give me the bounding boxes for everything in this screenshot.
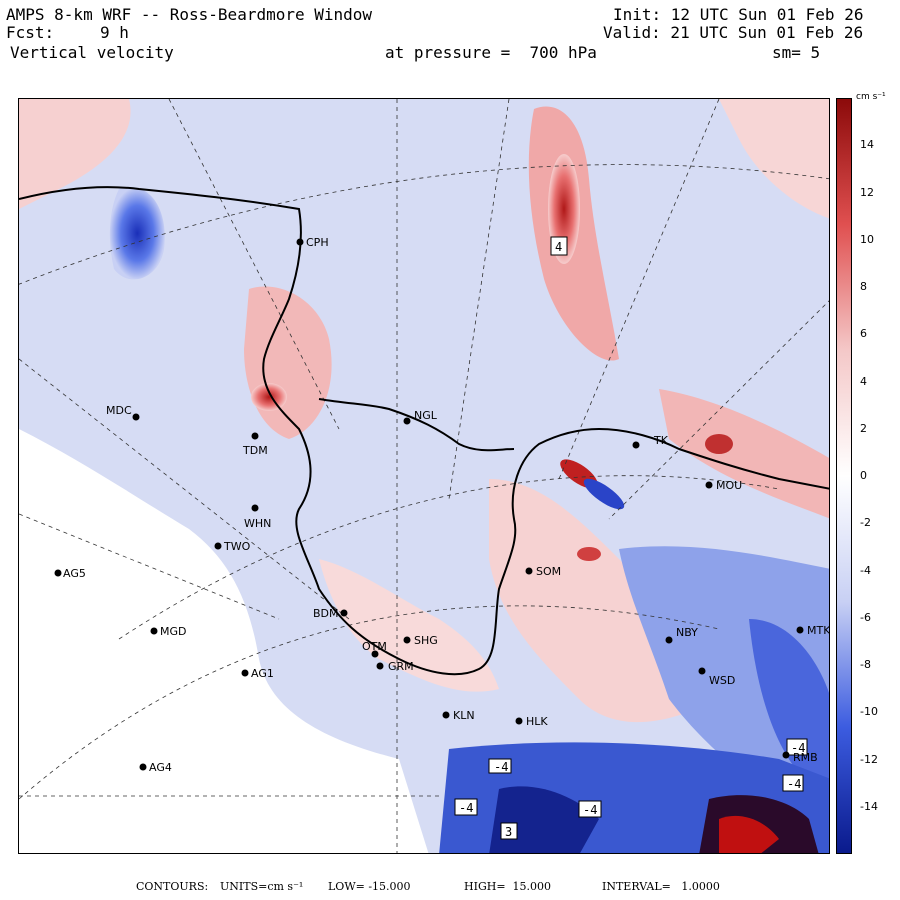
graticule [19, 99, 829, 853]
station-dots [54, 238, 804, 771]
negative-core [583, 478, 625, 510]
contour-label: -4 [787, 777, 801, 791]
init-time: Init: 12 UTC Sun 01 Feb 26 [613, 5, 864, 24]
colorbar-tick-label: -2 [860, 516, 871, 530]
station-label: TK [654, 434, 668, 447]
station-label: KLN [453, 709, 475, 722]
contour-label: -4 [583, 803, 597, 817]
map-canvas: 4 -4 -4 -4 -4 -4 3 [19, 99, 829, 853]
footer-low: LOW= -15.000 [328, 880, 411, 893]
colorbar-tick-label: -14 [860, 799, 878, 813]
station-label: AG4 [149, 761, 172, 774]
colorbar [836, 98, 852, 854]
station-label: RMB [793, 751, 818, 764]
footer-high: HIGH= 15.000 [464, 880, 552, 893]
station-label: WHN [244, 517, 272, 530]
contour-label: -4 [459, 801, 473, 815]
station-label: CPH [306, 236, 329, 249]
negative-core [109, 187, 165, 280]
map-title: AMPS 8-km WRF -- Ross-Beardmore Window [6, 5, 373, 24]
station-label: HLK [526, 715, 548, 728]
colorbar-tick-label: -6 [860, 610, 871, 624]
colorbar-tick-label: -4 [860, 563, 871, 577]
station-label: SOM [536, 565, 562, 578]
colorbar-tick-label: 0 [860, 469, 867, 482]
station-label: GRM [388, 660, 414, 673]
colorbar-tick-label: 2 [860, 421, 867, 435]
negative-region [619, 546, 829, 819]
positive-core [251, 383, 287, 411]
station-label: OTM [362, 640, 387, 653]
positive-core [577, 547, 601, 561]
station-label: AG5 [63, 567, 86, 580]
station-label: AG1 [251, 667, 274, 680]
pressure-level: at pressure = 700 hPa [385, 43, 597, 62]
colorbar-tick-label: 14 [860, 138, 874, 152]
positive-region [19, 99, 131, 209]
station-label: TWO [224, 540, 251, 553]
positive-core [705, 434, 733, 454]
colorbar-tick-label: 4 [860, 374, 867, 388]
positive-region [319, 559, 499, 692]
station-label: MGD [160, 625, 187, 638]
footer-units: UNITS=cm s⁻¹ [220, 880, 304, 893]
contour-label: -4 [494, 760, 508, 774]
station-label: NGL [414, 409, 437, 422]
smoothing: sm= 5 [772, 43, 821, 62]
forecast-hour: 9 h [100, 23, 129, 42]
station-label: TDM [243, 444, 268, 457]
vertical-velocity-map: 4 -4 -4 -4 -4 -4 3 [18, 98, 830, 854]
positive-core [719, 815, 779, 853]
positive-region [659, 389, 829, 519]
footer-interval: INTERVAL= 1.0000 [602, 880, 720, 893]
valid-time: Valid: 21 UTC Sun 01 Feb 26 [603, 23, 864, 42]
negative-region [749, 619, 829, 798]
colorbar-tick-label: -10 [860, 705, 878, 719]
contour-labels: 4 -4 -4 -4 -4 -4 3 [454, 236, 808, 840]
contour-label: -4 [791, 741, 805, 755]
station-label: MDC [106, 404, 132, 417]
station-label: BDM [313, 607, 339, 620]
colorbar-tick-label: 6 [860, 327, 867, 341]
station-label: MTK [807, 624, 830, 637]
colorbar-tick-label: -12 [860, 752, 878, 766]
contour-label: 4 [555, 240, 562, 254]
colorbar-unit: cm s⁻¹ [856, 92, 886, 102]
colorbar-tick-label: 8 [860, 280, 867, 293]
colorbar-tick-label: 12 [860, 185, 874, 199]
colorbar-tick-label: -8 [860, 658, 871, 671]
no-data-region [19, 429, 429, 853]
field-name: Vertical velocity [10, 43, 174, 62]
footer-contours: CONTOURS: [136, 880, 209, 893]
forecast-label: Fcst: [6, 23, 55, 42]
positive-region [719, 99, 829, 219]
station-label: NBY [676, 626, 698, 639]
station-label: MOU [716, 479, 743, 492]
station-label: SHG [414, 634, 438, 647]
contour-label: 3 [505, 825, 512, 839]
station-label: WSD [709, 674, 736, 687]
colorbar-tick-label: 10 [860, 232, 874, 246]
coastline [19, 186, 829, 676]
